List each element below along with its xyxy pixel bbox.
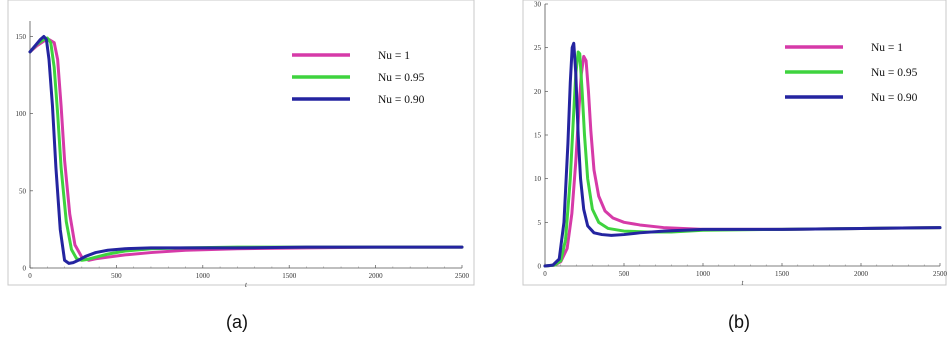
- x-tick-label: 500: [619, 270, 630, 278]
- legend-label: Nu = 0.95: [871, 67, 918, 79]
- x-tick-label: 2000: [854, 270, 869, 278]
- chart-panel-b: 0 500 1000 1500 2000 2500 0 5 10 15 20 25 30 t Nu = 1 N…: [522, 0, 947, 332]
- x-tick-label: 0: [28, 272, 32, 280]
- series-line-3: [543, 41, 942, 268]
- x-tick-label: 2500: [933, 270, 947, 278]
- y-tick-label: 50: [19, 187, 27, 195]
- panel-frame: [522, 0, 947, 286]
- y-tick-label: 25: [534, 44, 542, 52]
- x-tick-label: 0: [543, 270, 547, 278]
- y-tick-label: 0: [538, 263, 542, 271]
- x-axis-label: t: [742, 279, 745, 287]
- panel-caption: (a): [226, 312, 248, 332]
- legend-label: Nu = 1: [378, 50, 410, 62]
- y-tick-label: 5: [538, 219, 542, 227]
- y-tick-label: 20: [534, 88, 542, 96]
- y-tick-label: 100: [16, 110, 27, 118]
- x-tick-label: 2000: [369, 272, 384, 280]
- y-tick-label: 10: [534, 175, 542, 183]
- y-tick-label: 150: [16, 33, 27, 41]
- legend-label: Nu = 0.95: [378, 72, 425, 84]
- chart-panel-a: 0 500 1000 1500 2000 2500 0 50 100 150 t Nu = 1 Nu =…: [7, 0, 475, 332]
- legend-label: Nu = 0.90: [378, 94, 425, 106]
- legend-label: Nu = 0.90: [871, 92, 918, 104]
- x-tick-label: 1500: [775, 270, 790, 278]
- x-axis-label: t: [245, 281, 248, 289]
- x-tick-label: 1500: [282, 272, 297, 280]
- legend-label: Nu = 1: [871, 42, 903, 54]
- y-tick-label: 30: [534, 1, 542, 9]
- x-tick-label: 500: [111, 272, 122, 280]
- x-tick-label: 1000: [696, 270, 711, 278]
- series-line-1: [543, 54, 942, 268]
- panel-caption: (b): [728, 312, 750, 332]
- x-tick-label: 2500: [455, 272, 470, 280]
- y-tick-label: 15: [534, 132, 542, 140]
- series-line-3: [28, 34, 464, 265]
- x-tick-label: 1000: [196, 272, 211, 280]
- panel-frame: [7, 0, 475, 286]
- y-tick-label: 0: [23, 265, 27, 273]
